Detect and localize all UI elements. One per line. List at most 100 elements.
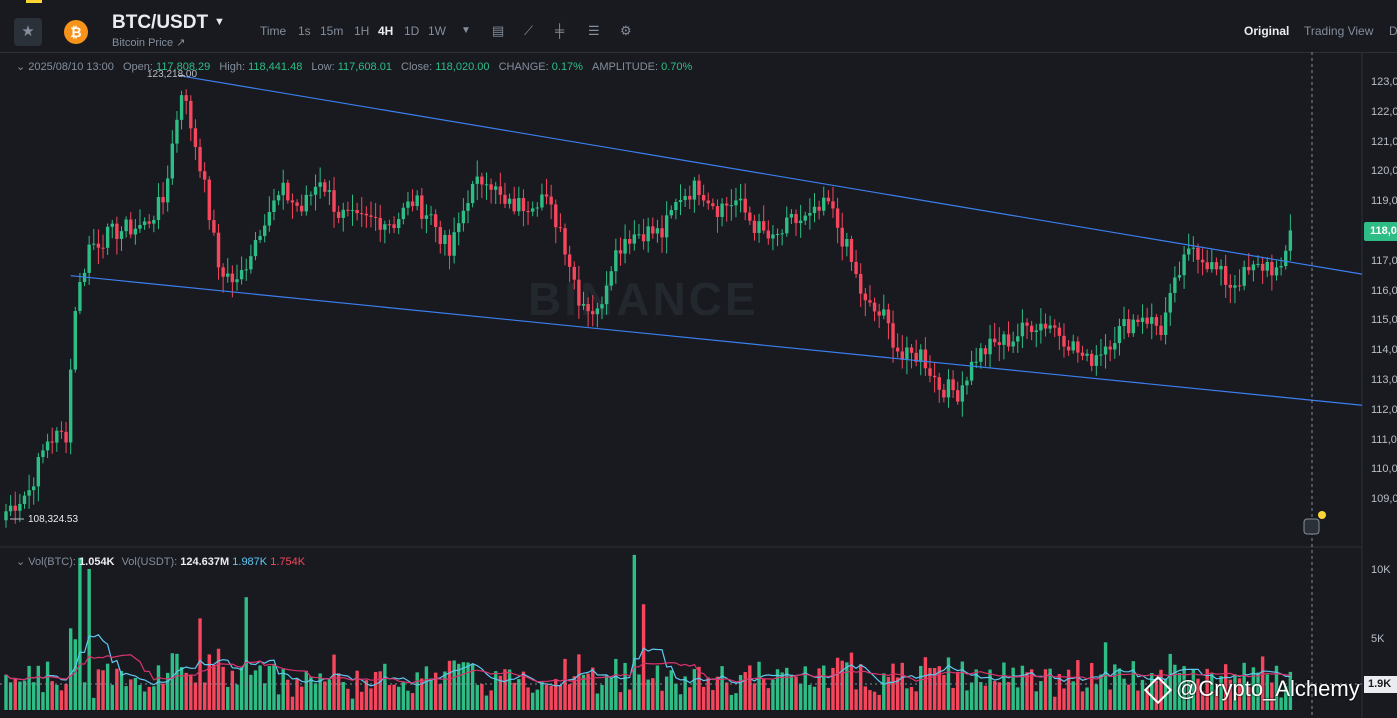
tab-depth[interactable]: D <box>1389 24 1397 38</box>
volume-bar <box>295 678 299 710</box>
candle-body <box>909 347 914 353</box>
candle-body <box>410 201 415 207</box>
star-icon[interactable]: ★ <box>14 18 42 46</box>
volume-bar <box>138 684 142 710</box>
candle-body <box>101 247 105 249</box>
candle-body <box>1191 247 1196 249</box>
candle-body <box>956 390 960 402</box>
volume-bar <box>161 683 165 710</box>
volume-bar <box>152 686 156 710</box>
candle-body <box>831 201 835 209</box>
candle-body <box>341 209 345 218</box>
volume-bar <box>1071 681 1075 710</box>
candle-body <box>78 282 82 312</box>
legend-collapse-icon[interactable]: ⌄ <box>16 61 26 73</box>
pair-dropdown-caret-icon[interactable]: ▼ <box>214 16 225 28</box>
candle-body <box>1270 261 1274 276</box>
pair-subtitle-link[interactable]: Bitcoin Price ↗ <box>112 37 186 49</box>
candle-body <box>13 505 17 511</box>
volume-bar <box>304 670 308 710</box>
candle-body <box>424 215 429 219</box>
volume-bar <box>369 688 373 710</box>
layout-icon[interactable]: ☰ <box>588 23 600 38</box>
price-axis-label: 117,0 <box>1371 254 1397 267</box>
volume-bar <box>822 665 826 710</box>
volume-bar <box>655 665 660 710</box>
timeframe-1d[interactable]: 1D <box>404 24 420 38</box>
volume-bar <box>780 672 784 710</box>
volume-bar <box>198 618 202 710</box>
volume-collapse-icon[interactable]: ⌄ <box>16 556 26 568</box>
candle-body <box>1002 334 1006 345</box>
timeframe-4h[interactable]: 4H <box>378 24 394 38</box>
vol-axis-5k: 5K <box>1371 633 1385 645</box>
candle-body <box>369 215 373 217</box>
timeframe-15m[interactable]: 15m <box>320 24 344 38</box>
volume-bar <box>845 662 849 710</box>
candle-body <box>1016 336 1020 342</box>
candle-body <box>1205 262 1209 270</box>
volume-bar <box>808 684 812 710</box>
volume-bar <box>64 683 68 710</box>
candle-body <box>840 227 844 247</box>
volume-bar <box>193 682 198 710</box>
volume-bar <box>992 681 997 710</box>
candle-body <box>1011 341 1015 347</box>
volume-bar <box>946 657 951 710</box>
price-axis-label: 115,0 <box>1371 314 1397 327</box>
candle-body <box>951 379 955 391</box>
candle-body <box>378 217 382 230</box>
volume-bar <box>50 681 54 710</box>
candle-body <box>775 233 780 235</box>
candle-body <box>327 190 332 192</box>
gear-icon[interactable]: ⚙ <box>620 23 632 38</box>
candle-body <box>965 380 969 386</box>
volume-bar <box>895 677 900 710</box>
candle-body <box>789 214 794 218</box>
candle-body <box>461 210 466 224</box>
volume-bar <box>928 667 932 710</box>
volume-bar <box>244 597 248 710</box>
alert-clock-icon <box>1303 518 1320 535</box>
more-timeframes-chevron-icon[interactable]: ▼ <box>461 25 471 36</box>
volume-bar <box>101 670 105 710</box>
candle-body <box>1256 263 1260 265</box>
volume-bar <box>544 684 549 710</box>
timeframe-time[interactable]: Time <box>260 24 287 38</box>
volume-bar <box>1057 674 1062 710</box>
volume-bar <box>932 667 937 710</box>
candle-body <box>244 269 248 271</box>
indicator-icon[interactable]: ⟋ <box>524 23 534 38</box>
candle-body <box>387 224 392 226</box>
candle-body <box>18 503 22 511</box>
candle-body <box>928 368 932 376</box>
candle-body <box>942 389 946 398</box>
calendar-icon[interactable]: ▤ <box>492 23 505 38</box>
timeframe-1s[interactable]: 1s <box>298 24 311 38</box>
candle-body <box>738 198 743 201</box>
volume-bar <box>1090 662 1094 710</box>
candle-body <box>914 352 918 362</box>
timeframe-1h[interactable]: 1H <box>354 24 370 38</box>
volume-bar <box>272 663 276 710</box>
candle-body <box>969 361 974 381</box>
volume-bar <box>794 676 798 710</box>
tab-original[interactable]: Original <box>1244 24 1290 38</box>
volume-bar <box>604 675 609 710</box>
pair-title[interactable]: BTC/USDT <box>112 12 209 33</box>
candle-body <box>138 224 142 229</box>
candle-type-icon[interactable]: ╪ <box>555 23 565 38</box>
volume-bar <box>179 667 184 710</box>
volume-bar <box>457 663 461 710</box>
volume-bar <box>41 692 45 710</box>
candle-body <box>1053 325 1057 328</box>
volume-bar <box>1205 668 1209 710</box>
candle-body <box>549 196 553 205</box>
volume-bar <box>142 691 147 710</box>
timeframe-1w[interactable]: 1W <box>428 24 446 38</box>
volume-bar <box>433 672 438 710</box>
volume-bar <box>956 671 960 710</box>
volume-bar <box>1270 682 1274 710</box>
tab-trading-view[interactable]: Trading View <box>1304 24 1374 38</box>
